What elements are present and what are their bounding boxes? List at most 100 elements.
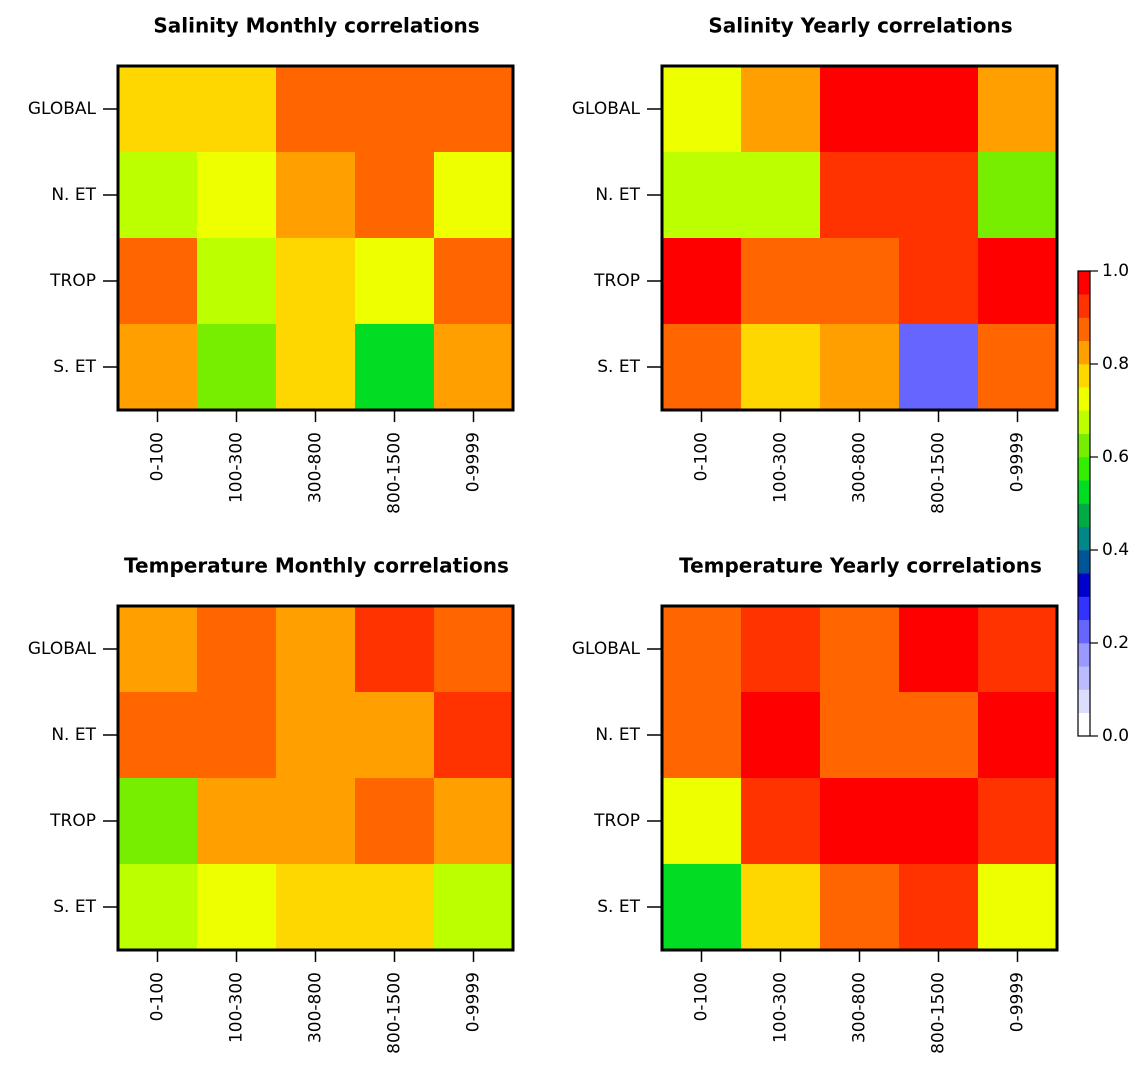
y-tick-label: N. ET [595,725,640,745]
heatmap-cell [434,66,514,153]
heatmap-cell [434,606,514,693]
x-tick-label: 100-300 [227,432,247,503]
x-tick-label: 300-800 [306,972,326,1043]
heatmap-cell [276,324,356,411]
heatmap-cell [741,238,821,325]
heatmap-cell [355,692,435,779]
heatmap-cell [899,324,979,411]
colorbar-swatch [1078,573,1090,597]
heatmap-cell [118,66,198,153]
colorbar-swatch [1078,712,1090,737]
x-tick-label: 100-300 [771,972,791,1043]
x-tick-label: 0-100 [692,972,712,1021]
x-tick-label: 800-1500 [929,972,949,1054]
x-tick-label: 800-1500 [385,432,405,514]
heatmap-cell [978,864,1058,951]
heatmap-cell [899,692,979,779]
colorbar-swatch [1078,689,1090,714]
heatmap-cell [434,692,514,779]
y-tick-label: TROP [49,811,96,831]
colorbar-tick-label: 0.2 [1102,633,1129,653]
colorbar-tick-label: 0.0 [1102,726,1129,746]
y-tick-label: N. ET [51,725,96,745]
heatmap-cell [741,692,821,779]
y-tick-label: TROP [593,811,640,831]
chart-title: Salinity Yearly correlations [708,14,1012,38]
heatmap-cell [899,606,979,693]
y-tick-label: GLOBAL [28,99,97,119]
heatmap-cell [197,692,277,779]
heatmap-cell [662,152,742,239]
x-tick-label: 0-9999 [1008,432,1028,492]
chart-title: Temperature Yearly correlations [679,554,1042,578]
colorbar-swatch [1078,271,1090,295]
y-tick-label: S. ET [597,897,640,917]
heatmap-cell [820,864,900,951]
x-tick-label: 100-300 [227,972,247,1043]
heatmap-cell [197,864,277,951]
heatmap-cell [118,324,198,411]
heatmap-cell [899,66,979,153]
heatmap-cell [355,864,435,951]
colorbar-tick-label: 0.8 [1102,354,1129,374]
heatmap-cell [434,152,514,239]
colorbar-swatch [1078,294,1090,318]
colorbar-swatch [1078,387,1090,411]
colorbar-swatch [1078,503,1090,528]
heatmap-cell [197,606,277,693]
heatmap-cell [118,152,198,239]
colorbar-swatch [1078,596,1090,621]
x-tick-label: 0-9999 [1008,972,1028,1032]
y-tick-label: GLOBAL [572,99,641,119]
heatmap-cell [276,66,356,153]
heatmap-cell [662,324,742,411]
colorbar-swatch [1078,619,1090,644]
x-tick-label: 100-300 [771,432,791,503]
heatmap-cell [118,606,198,693]
heatmap-cell [978,692,1058,779]
heatmap-cell [434,238,514,325]
colorbar-swatch [1078,526,1090,551]
x-tick-label: 800-1500 [385,972,405,1054]
colorbar-swatch [1078,317,1090,342]
heatmap-cell [197,238,277,325]
y-tick-label: N. ET [595,185,640,205]
heatmap-cell [434,864,514,951]
heatmap-cell [118,778,198,865]
heatmap-cell [118,692,198,779]
heatmap-cell [197,66,277,153]
heatmap-cell [741,864,821,951]
heatmap-cell [662,864,742,951]
heatmap-cell [741,606,821,693]
heatmap-cell [978,238,1058,325]
y-tick-label: TROP [49,271,96,291]
heatmap-cell [978,778,1058,865]
heatmap-cell [662,692,742,779]
y-tick-label: S. ET [53,897,96,917]
heatmap-cell [355,606,435,693]
heatmap-cell [899,778,979,865]
colorbar-swatch [1078,480,1090,504]
colorbar-swatch [1078,410,1090,435]
x-tick-label: 0-100 [148,972,168,1021]
heatmap-cell [276,864,356,951]
heatmap-cell [355,152,435,239]
colorbar-swatch [1078,666,1090,690]
heatmap-cell [197,152,277,239]
colorbar-swatch [1078,643,1090,667]
colorbar-swatch [1078,433,1090,458]
x-tick-label: 800-1500 [929,432,949,514]
heatmap-cell [197,778,277,865]
heatmap-cell [820,778,900,865]
heatmap-cell [978,152,1058,239]
heatmap-cell [434,778,514,865]
heatmap-cell [899,152,979,239]
heatmap-cell [820,238,900,325]
heatmap-cell [276,778,356,865]
heatmap-cell [118,238,198,325]
colorbar-swatch [1078,340,1090,365]
y-tick-label: TROP [593,271,640,291]
x-tick-label: 0-100 [148,432,168,481]
heatmap-cell [118,864,198,951]
